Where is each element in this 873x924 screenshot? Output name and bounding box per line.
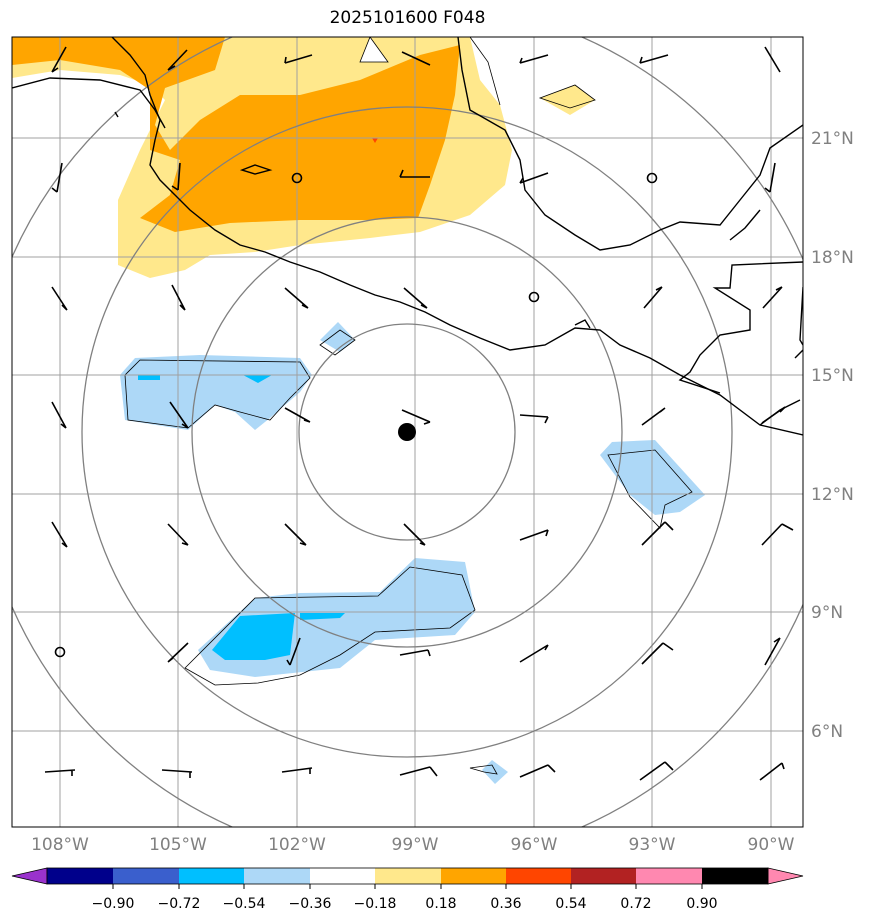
guatemala-border bbox=[678, 261, 803, 394]
lon-label: 102°W bbox=[268, 835, 326, 855]
lat-label: 15°N bbox=[811, 366, 854, 386]
lon-label: 96°W bbox=[511, 835, 558, 855]
colorbar-label: 0.72 bbox=[620, 896, 651, 912]
colorbar-label: −0.72 bbox=[158, 896, 201, 912]
contour-fill-lightblue-west bbox=[120, 355, 312, 430]
colorbar-segment bbox=[244, 868, 310, 884]
pacific-coast-mexico bbox=[111, 37, 803, 436]
colorbar-labels: −0.90 −0.72 −0.54 −0.36 −0.18 0.18 0.36 … bbox=[92, 896, 718, 912]
colorbar-extend-high bbox=[767, 867, 804, 885]
contour-fill-blue-west-1 bbox=[138, 375, 160, 380]
contour-lines bbox=[124, 37, 693, 775]
colorbar-segment bbox=[506, 868, 571, 884]
lon-label: 99°W bbox=[392, 835, 439, 855]
calm-wind-circles bbox=[54, 172, 658, 658]
contour-fill-blue-west-2 bbox=[243, 375, 272, 383]
map-frame bbox=[11, 36, 804, 828]
colorbar-segment bbox=[113, 868, 179, 884]
map-title: 2025101600 F048 bbox=[329, 8, 486, 28]
colorbar-extend-low bbox=[11, 867, 48, 885]
colorbar-segment bbox=[47, 868, 113, 884]
lon-label: 93°W bbox=[629, 835, 676, 855]
colorbar: −0.90 −0.72 −0.54 −0.36 −0.18 0.18 0.36 … bbox=[11, 867, 804, 912]
storm-center-marker bbox=[398, 423, 416, 441]
belize-border bbox=[799, 286, 803, 346]
colorbar-segment bbox=[375, 868, 441, 884]
colorbar-segment bbox=[179, 868, 244, 884]
contour-fill-orange-north bbox=[12, 37, 460, 232]
contour-fill-lightblue-tiny bbox=[482, 760, 508, 784]
wind-barbs bbox=[44, 46, 794, 781]
range-rings bbox=[12, 37, 803, 827]
contour-fill-red-spot bbox=[372, 138, 378, 143]
contour-fill-blue-south-2 bbox=[300, 613, 345, 620]
lon-label: 90°W bbox=[748, 835, 795, 855]
baja-coast bbox=[12, 77, 166, 129]
yucatan-coast bbox=[729, 209, 761, 241]
lat-label: 12°N bbox=[811, 485, 854, 505]
colorbar-frame bbox=[46, 867, 769, 885]
longitude-labels: 108°W 105°W 102°W 99°W 96°W 93°W 90°W bbox=[31, 835, 795, 855]
colorbar-segment bbox=[636, 868, 702, 884]
colorbar-label: 0.36 bbox=[490, 896, 521, 912]
colorbar-label: −0.54 bbox=[223, 896, 266, 912]
contour-fill-blue-south-1 bbox=[212, 613, 295, 660]
gulf-coast-mexico bbox=[457, 37, 803, 251]
colorbar-label: 0.54 bbox=[555, 896, 586, 912]
colorbar-label: −0.18 bbox=[354, 896, 397, 912]
lon-label: 105°W bbox=[149, 835, 207, 855]
lat-label: 21°N bbox=[811, 129, 854, 149]
map-plot-area bbox=[12, 37, 803, 827]
colorbar-segment bbox=[571, 868, 636, 884]
contour-fill-lightblue-small bbox=[320, 322, 355, 352]
colorbar-label: 0.90 bbox=[686, 896, 717, 912]
honduras-border bbox=[794, 349, 803, 359]
lat-label: 6°N bbox=[811, 722, 843, 742]
lat-label: 9°N bbox=[811, 603, 843, 623]
colorbar-label: 0.18 bbox=[425, 896, 456, 912]
contour-fill-yellow-small bbox=[540, 85, 595, 115]
colorbar-segment bbox=[310, 868, 375, 884]
colorbar-label: −0.90 bbox=[92, 896, 135, 912]
lat-label: 18°N bbox=[811, 248, 854, 268]
colorbar-segment bbox=[702, 868, 768, 884]
lon-label: 108°W bbox=[31, 835, 89, 855]
colorbar-ticks bbox=[112, 884, 703, 889]
colorbar-segment bbox=[441, 868, 506, 884]
latitude-labels: 21°N 18°N 15°N 12°N 9°N 6°N bbox=[811, 129, 854, 742]
colorbar-label: −0.36 bbox=[289, 896, 332, 912]
